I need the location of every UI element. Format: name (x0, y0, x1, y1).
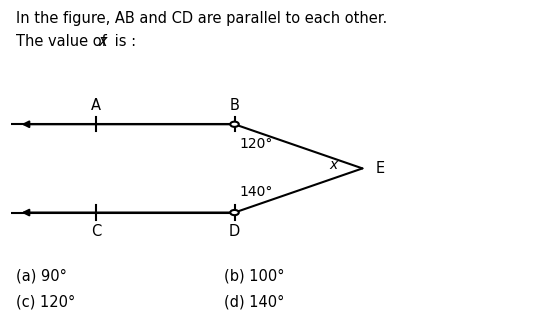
Circle shape (230, 210, 239, 215)
Text: C: C (91, 224, 101, 239)
Text: (b) 100°: (b) 100° (224, 269, 285, 284)
Text: is :: is : (110, 34, 136, 49)
Text: (a) 90°: (a) 90° (16, 269, 67, 284)
Text: A: A (91, 98, 101, 113)
Text: D: D (229, 224, 240, 239)
Text: In the figure, AB and CD are parallel to each other.: In the figure, AB and CD are parallel to… (16, 11, 387, 26)
Text: B: B (230, 98, 239, 113)
Text: 140°: 140° (240, 185, 273, 199)
Text: E: E (376, 161, 385, 176)
Circle shape (230, 122, 239, 127)
Text: The value of: The value of (16, 34, 111, 49)
Text: x: x (99, 34, 107, 49)
Text: x: x (329, 158, 337, 172)
Text: (d) 140°: (d) 140° (224, 295, 284, 310)
Text: 120°: 120° (240, 137, 273, 151)
Text: (c) 120°: (c) 120° (16, 295, 75, 310)
